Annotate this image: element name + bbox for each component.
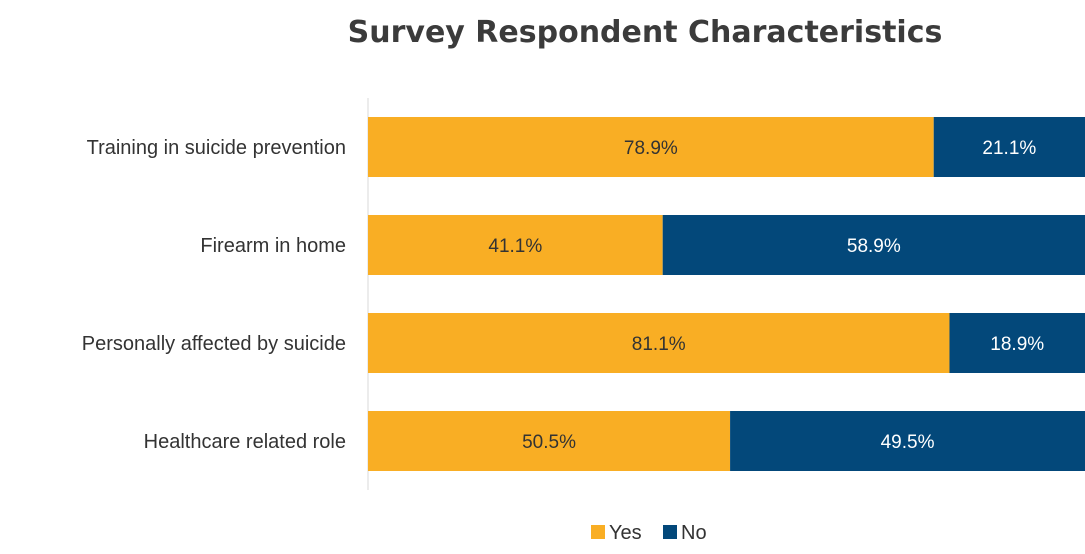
data-label: 21.1% (982, 138, 1036, 159)
data-label: 50.5% (522, 432, 576, 453)
legend-swatch-yes (591, 525, 605, 539)
data-label: 41.1% (488, 236, 542, 257)
category-label: Training in suicide prevention (87, 137, 346, 159)
category-label: Personally affected by suicide (82, 333, 346, 355)
data-label: 81.1% (632, 334, 686, 355)
chart-title: Survey Respondent Characteristics (348, 15, 943, 50)
data-label: 58.9% (847, 236, 901, 257)
legend-swatch-no (663, 525, 677, 539)
legend-label-yes: Yes (609, 522, 642, 544)
data-label: 18.9% (990, 334, 1044, 355)
legend-label-no: No (681, 522, 707, 544)
data-label: 49.5% (881, 432, 935, 453)
category-label: Healthcare related role (144, 431, 346, 453)
data-label: 78.9% (624, 138, 678, 159)
legend: Yes No (591, 522, 707, 544)
category-label: Firearm in home (200, 235, 346, 257)
bars-group: Training in suicide prevention 78.9% 21.1%… (82, 117, 1085, 471)
